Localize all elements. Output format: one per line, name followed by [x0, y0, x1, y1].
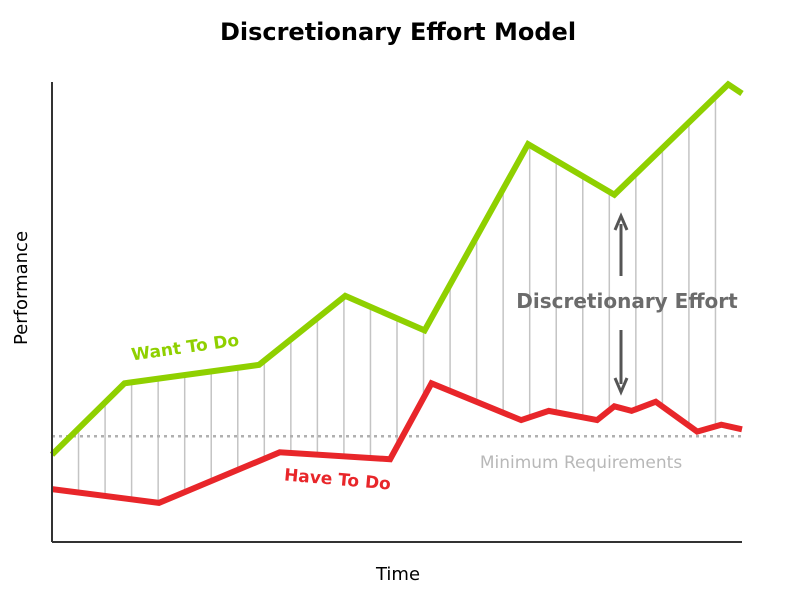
discretionary-effort-arrows [613, 212, 629, 396]
discretionary-effort-fill-lines [77, 96, 717, 503]
minimum-requirements-label: Minimum Requirements [480, 453, 683, 473]
want-to-do-label: Want To Do [130, 331, 240, 366]
y-axis-label: Performance [11, 231, 32, 345]
chart-title: Discretionary Effort Model [220, 18, 576, 46]
have-to-do-label: Have To Do [283, 465, 391, 494]
discretionary-effort-label: Discretionary Effort [516, 289, 738, 313]
have-to-do-series-line [51, 379, 743, 506]
arrow-down-head-icon [613, 377, 629, 396]
x-axis-label: Time [375, 564, 420, 585]
arrow-up-head-icon [613, 212, 629, 231]
want-to-do-series-line [49, 80, 744, 457]
